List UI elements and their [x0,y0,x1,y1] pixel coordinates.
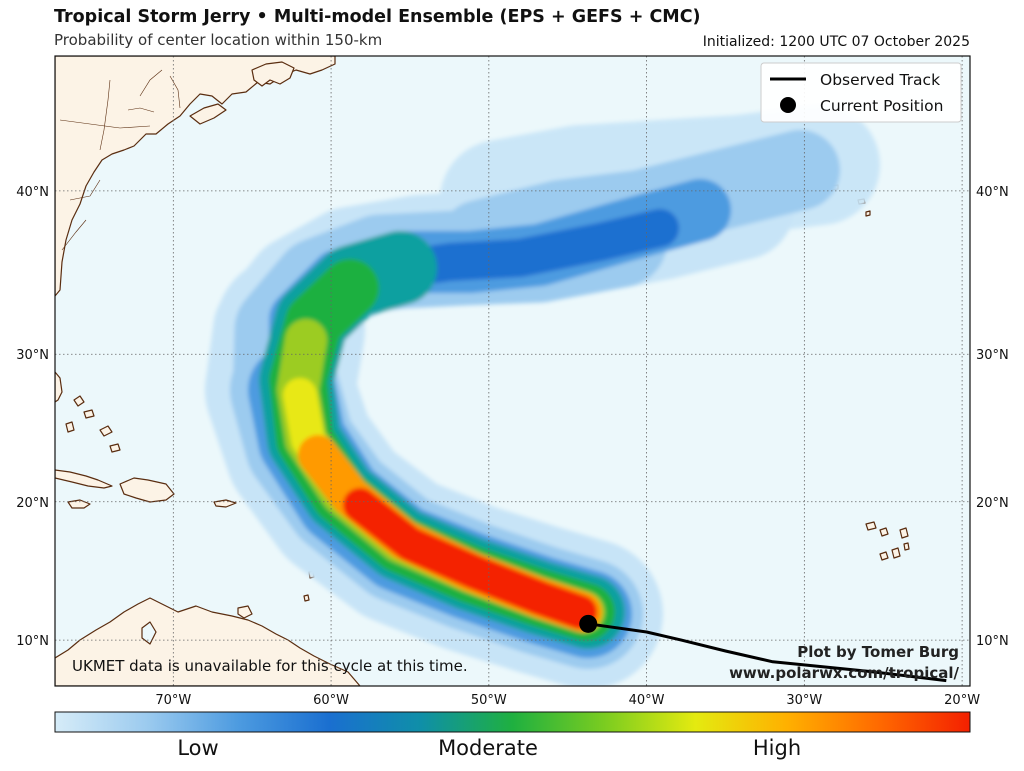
land-cape-verde-d [879,551,889,561]
colorbar-label-high: High [752,736,802,760]
map-title: Tropical Storm Jerry • Multi-model Ensem… [54,7,701,27]
lat-tick-label-left: 40°N [16,185,49,200]
credit-url: www.polarwx.com/tropical/ [729,664,959,682]
lat-tick-label-right: 30°N [976,348,1009,363]
land-newfoundland [251,61,295,87]
land-cape-verde-f [903,542,910,551]
gridlines [55,56,970,686]
lon-tick-label: 70°W [155,693,191,708]
land-cape-verde-b [879,527,889,537]
land-lake-maracaibo [141,621,157,645]
land-antilles-e [303,594,310,602]
land-layer [55,56,910,686]
legend-box [760,62,962,123]
axis-labels: 70°W 60°W 50°W 40°W 30°W 20°W 10°N 10°N 20°N 20°N… [16,185,1009,708]
map-legend: Observed Track Current Position [760,62,962,123]
lat-tick-label-right: 20°N [976,496,1009,511]
map-frame [54,55,971,687]
legend-observed-track-label: Observed Track [820,71,940,89]
lon-tick-label: 30°W [786,693,822,708]
colorbar [54,711,971,733]
map-subtitle: Probability of center location within 15… [54,31,383,49]
swath-red [343,488,597,629]
land-cape-verde-a [865,521,877,531]
lat-tick-label-right: 40°N [976,185,1009,200]
land-cape-verde-e [891,547,901,559]
land-borders [59,69,181,251]
current-position-marker [579,614,598,633]
lat-tick-label-left: 10°N [16,634,49,649]
land-south-america [55,597,361,686]
lat-tick-label-left: 20°N [16,496,49,511]
land-bahamas-c [99,425,113,437]
land-trinidad [237,605,253,619]
ukmet-note: UKMET data is unavailable for this cycle… [72,657,468,675]
observed-track-line [587,622,947,683]
lon-tick-label: 20°W [944,693,980,708]
land-bahamas-a [73,395,85,407]
colorbar-label-moderate: Moderate [438,736,538,760]
lat-tick-label-left: 30°N [16,348,49,363]
lon-tick-label: 40°W [629,693,665,708]
legend-position-marker [780,97,796,113]
land-bahamas-e [109,443,121,453]
lat-tick-label-right: 10°N [976,634,1009,649]
colorbar-label-low: Low [177,736,219,760]
legend-current-position-label: Current Position [820,97,944,115]
probability-swath [205,105,880,686]
land-cape-verde-c [899,527,909,539]
initialized-time: Initialized: 1200 UTC 07 October 2025 [702,34,970,50]
land-nova-scotia [189,103,227,125]
observed-track-layer [579,614,947,683]
land-bahamas-d [65,421,75,433]
lon-tick-label: 60°W [313,693,349,708]
lon-tick-label: 50°W [471,693,507,708]
land-hispaniola [119,477,175,503]
land-azores-e [865,210,871,217]
credit-author: Plot by Tomer Burg [797,643,959,661]
land-bahamas-b [83,409,95,419]
land-florida-edge [55,371,63,403]
land-cuba [55,469,113,489]
land-north-america [55,56,336,297]
